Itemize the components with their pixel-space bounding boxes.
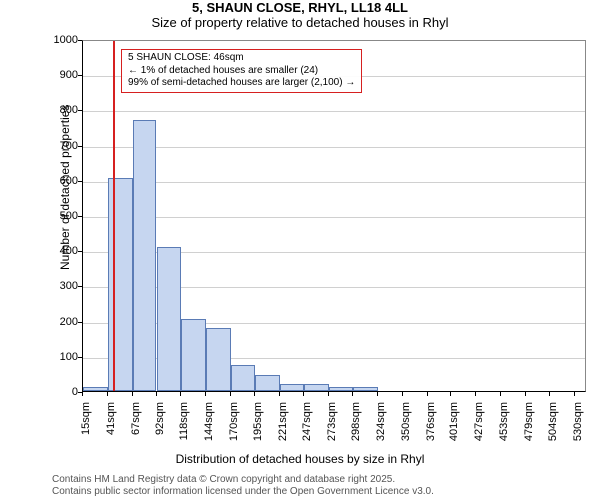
histogram-bar — [329, 387, 353, 391]
property-marker-line — [113, 41, 115, 391]
footer-line: Contains public sector information licen… — [52, 486, 434, 498]
x-tick-label: 504sqm — [547, 402, 559, 442]
plot-area: 5 SHAUN CLOSE: 46sqm← 1% of detached hou… — [82, 40, 586, 392]
y-tick-label: 300 — [60, 280, 78, 292]
x-tick-mark — [402, 392, 403, 396]
y-tick-label: 100 — [60, 351, 78, 363]
histogram-bar — [304, 384, 329, 391]
x-tick-mark — [377, 392, 378, 396]
histogram-bar — [181, 319, 206, 391]
histogram-bar — [280, 384, 305, 391]
x-tick-label: 298sqm — [350, 402, 362, 442]
x-tick-label: 453sqm — [498, 402, 510, 442]
y-tick-label: 800 — [60, 104, 78, 116]
gridline — [83, 182, 585, 183]
y-tick-label: 600 — [60, 175, 78, 187]
x-tick-label: 41sqm — [105, 402, 117, 442]
x-tick-label: 530sqm — [572, 402, 584, 442]
x-tick-label: 170sqm — [228, 402, 240, 442]
gridline — [83, 111, 585, 112]
y-tick-mark — [78, 357, 82, 358]
x-tick-label: 118sqm — [178, 402, 190, 442]
page-title: 5, SHAUN CLOSE, RHYL, LL18 4LL — [0, 0, 600, 15]
x-tick-mark — [475, 392, 476, 396]
x-tick-label: 221sqm — [277, 402, 289, 442]
y-tick-label: 700 — [60, 140, 78, 152]
histogram-bar — [157, 247, 182, 391]
x-tick-mark — [549, 392, 550, 396]
x-tick-mark — [279, 392, 280, 396]
y-tick-mark — [78, 75, 82, 76]
page-subtitle: Size of property relative to detached ho… — [0, 15, 600, 30]
y-tick-label: 200 — [60, 316, 78, 328]
histogram-bar — [108, 178, 133, 391]
gridline — [83, 147, 585, 148]
gridline — [83, 217, 585, 218]
x-tick-mark — [230, 392, 231, 396]
footer-attribution: Contains HM Land Registry data © Crown c… — [52, 474, 434, 498]
histogram-bar — [133, 120, 157, 391]
y-tick-mark — [78, 146, 82, 147]
y-tick-mark — [78, 286, 82, 287]
x-tick-mark — [352, 392, 353, 396]
histogram-bar — [231, 365, 255, 391]
x-tick-mark — [132, 392, 133, 396]
info-box-line: 99% of semi-detached houses are larger (… — [128, 77, 355, 90]
info-box-line: ← 1% of detached houses are smaller (24) — [128, 65, 355, 78]
x-tick-mark — [525, 392, 526, 396]
x-tick-mark — [500, 392, 501, 396]
histogram-bar — [83, 387, 108, 391]
x-tick-mark — [254, 392, 255, 396]
y-tick-mark — [78, 251, 82, 252]
x-tick-label: 92sqm — [154, 402, 166, 442]
info-box-line: 5 SHAUN CLOSE: 46sqm — [128, 52, 355, 65]
footer-line: Contains HM Land Registry data © Crown c… — [52, 474, 434, 486]
x-tick-mark — [180, 392, 181, 396]
x-tick-label: 376sqm — [425, 402, 437, 442]
x-tick-mark — [328, 392, 329, 396]
y-tick-mark — [78, 322, 82, 323]
x-tick-label: 479sqm — [523, 402, 535, 442]
y-tick-label: 400 — [60, 245, 78, 257]
x-tick-label: 247sqm — [301, 402, 313, 442]
histogram-chart: Number of detached properties 5 SHAUN CL… — [48, 40, 586, 428]
y-tick-mark — [78, 216, 82, 217]
x-tick-mark — [574, 392, 575, 396]
x-tick-label: 15sqm — [80, 402, 92, 442]
y-tick-mark — [78, 181, 82, 182]
y-tick-mark — [78, 110, 82, 111]
x-tick-label: 144sqm — [203, 402, 215, 442]
histogram-bar — [206, 328, 231, 391]
x-tick-mark — [156, 392, 157, 396]
x-tick-mark — [450, 392, 451, 396]
x-tick-mark — [303, 392, 304, 396]
x-tick-label: 427sqm — [473, 402, 485, 442]
x-tick-label: 195sqm — [252, 402, 264, 442]
x-tick-mark — [82, 392, 83, 396]
info-box: 5 SHAUN CLOSE: 46sqm← 1% of detached hou… — [121, 49, 362, 93]
x-axis-label: Distribution of detached houses by size … — [0, 452, 600, 466]
x-tick-label: 350sqm — [400, 402, 412, 442]
y-tick-label: 1000 — [54, 34, 78, 46]
histogram-bar — [353, 387, 378, 391]
y-tick-mark — [78, 40, 82, 41]
x-tick-mark — [107, 392, 108, 396]
x-tick-mark — [205, 392, 206, 396]
histogram-bar — [255, 375, 280, 391]
x-tick-label: 401sqm — [448, 402, 460, 442]
x-tick-label: 324sqm — [375, 402, 387, 442]
x-tick-label: 67sqm — [130, 402, 142, 442]
x-tick-mark — [427, 392, 428, 396]
y-tick-label: 500 — [60, 210, 78, 222]
x-tick-label: 273sqm — [326, 402, 338, 442]
y-tick-label: 900 — [60, 69, 78, 81]
